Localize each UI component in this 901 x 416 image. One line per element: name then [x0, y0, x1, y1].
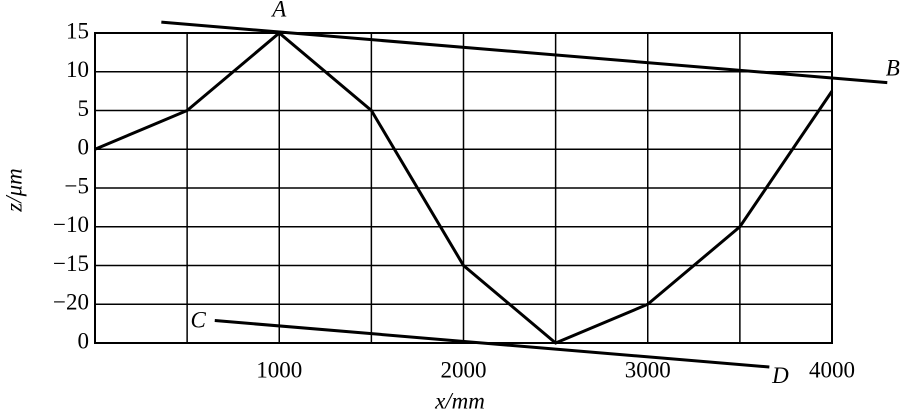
y-tick-label: 0	[78, 135, 90, 160]
y-tick-label: 15	[66, 18, 89, 43]
reference-line	[161, 20, 888, 85]
y-tick-label: −20	[53, 290, 89, 315]
y-tick-label: −10	[53, 212, 89, 237]
y-axis-label: z/μm	[1, 168, 26, 213]
x-axis-label: x/mm	[434, 388, 485, 413]
y-tick-label: −15	[53, 251, 89, 276]
y-tick-label: 5	[78, 96, 90, 121]
data-line	[94, 31, 834, 345]
annotation: D	[771, 363, 789, 388]
annotation: A	[270, 0, 287, 22]
x-tick-label: 1000	[256, 357, 302, 382]
y-tick-label: −5	[65, 173, 89, 198]
x-tick-label: 4000	[809, 357, 855, 382]
y-tick-label: 10	[66, 57, 89, 82]
y-tick-label: 0	[78, 328, 90, 353]
x-tick-label: 3000	[625, 357, 671, 382]
reference-line	[214, 319, 770, 369]
annotation: C	[191, 307, 207, 332]
annotation: B	[886, 55, 900, 80]
x-tick-label: 2000	[441, 357, 487, 382]
